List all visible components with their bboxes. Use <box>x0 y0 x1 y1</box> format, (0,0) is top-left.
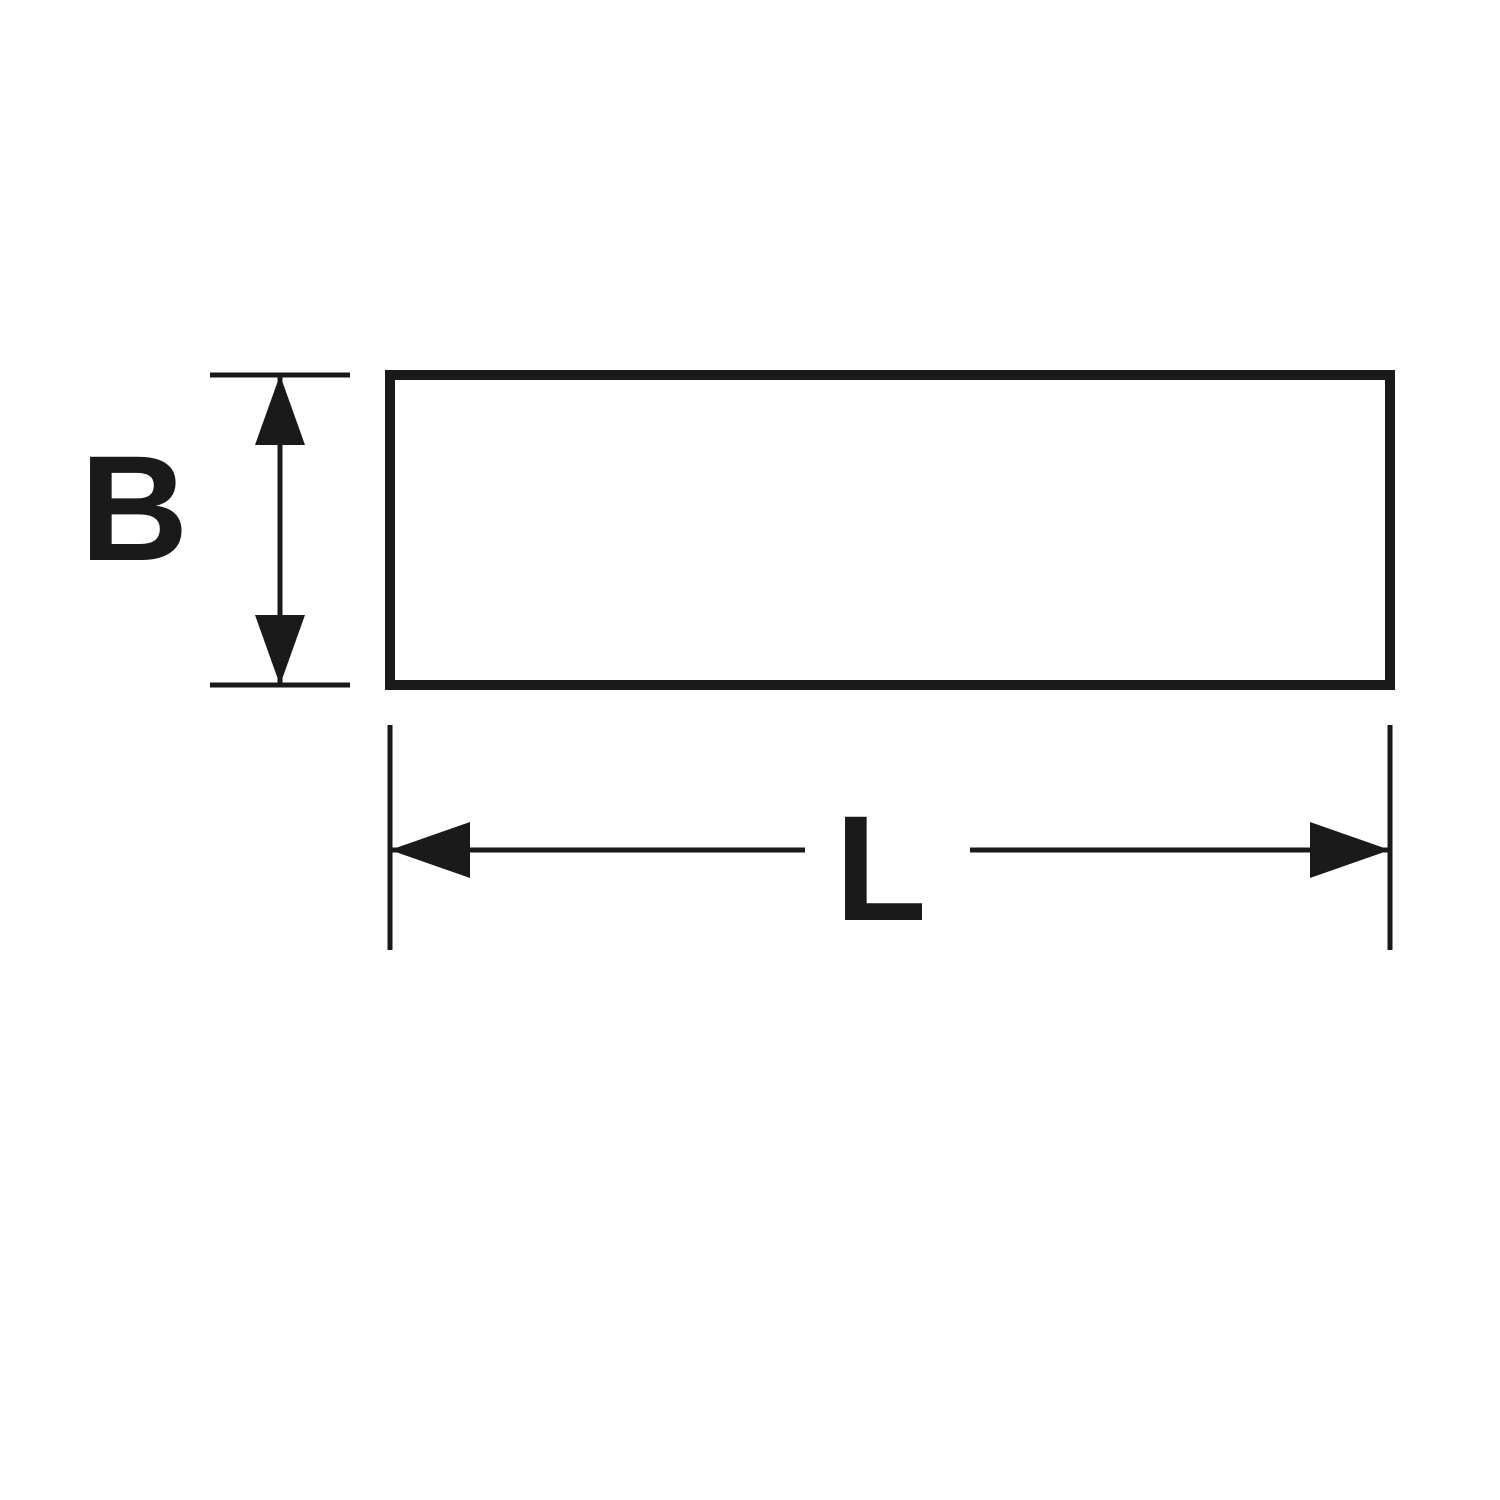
dimB-arrowhead-down <box>255 615 305 685</box>
dimL-arrowhead-left <box>390 822 470 878</box>
dimension-B: B <box>80 375 350 685</box>
dimL-label: L <box>835 784 927 952</box>
dimension-L: L <box>390 725 1390 952</box>
dimB-label: B <box>80 424 188 592</box>
dimB-arrowhead-up <box>255 375 305 445</box>
part-rectangle <box>390 375 1390 685</box>
dimL-arrowhead-right <box>1310 822 1390 878</box>
dimension-diagram: B L <box>0 0 1500 1500</box>
